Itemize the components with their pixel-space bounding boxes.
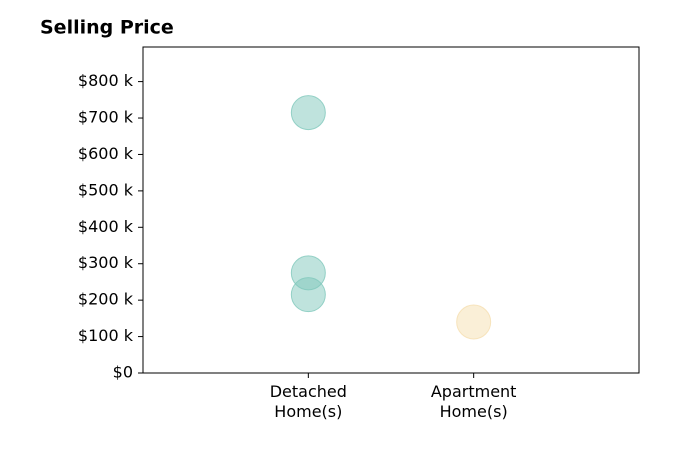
y-tick-label: $500 k [78, 180, 134, 199]
y-tick-label: $100 k [78, 326, 134, 345]
y-tick-label: $700 k [78, 108, 134, 127]
plot-frame [142, 46, 640, 374]
point [290, 277, 326, 313]
y-tick-label: $200 k [78, 290, 134, 309]
point [290, 95, 326, 131]
y-tick-label: $0 [113, 363, 133, 382]
y-tick-label: $800 k [78, 71, 134, 90]
chart-title: Selling Price [40, 17, 174, 39]
y-tick-label: $600 k [78, 144, 134, 163]
point [456, 304, 492, 340]
y-tick-label: $300 k [78, 253, 134, 272]
y-tick-label: $400 k [78, 217, 134, 236]
x-tick-label: Apartment Home(s) [430, 382, 517, 421]
x-tick-label: Detached Home(s) [269, 382, 347, 421]
